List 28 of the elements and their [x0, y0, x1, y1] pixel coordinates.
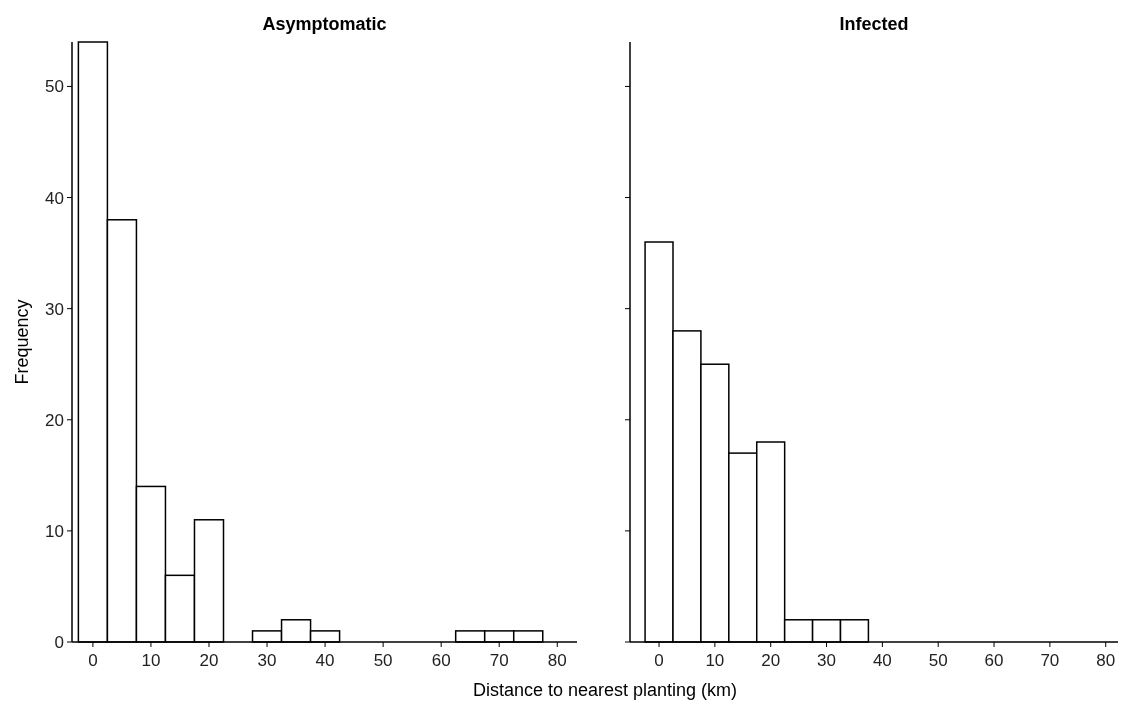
chart-title: Infected: [839, 14, 909, 34]
x-tick-label: 40: [315, 651, 335, 670]
x-tick-label: 70: [489, 651, 509, 670]
x-tick-label: 50: [373, 651, 393, 670]
y-tick-label: 30: [45, 299, 64, 319]
y-tick-label: 20: [45, 410, 64, 430]
chart-title: Asymptomatic: [262, 14, 387, 34]
x-tick-label: 10: [705, 651, 725, 670]
x-tick-label: 0: [654, 651, 664, 670]
y-tick-label: 10: [45, 521, 64, 541]
x-axis-title: Distance to nearest planting (km): [472, 680, 738, 700]
x-tick-label: 50: [928, 651, 948, 670]
y-tick-label: 50: [45, 77, 64, 97]
x-tick-label: 10: [141, 651, 161, 670]
y-tick-label: 40: [45, 188, 64, 208]
x-tick-label: 30: [257, 651, 277, 670]
y-axis-title: Frequency: [12, 299, 32, 385]
x-tick-label: 60: [431, 651, 451, 670]
x-tick-label: 80: [1096, 651, 1116, 670]
x-tick-label: 30: [817, 651, 836, 670]
x-tick-label: 20: [199, 651, 219, 670]
x-tick-label: 40: [872, 651, 892, 670]
x-tick-label: 80: [547, 651, 567, 670]
x-tick-label: 0: [88, 651, 98, 670]
y-tick-label: 0: [54, 632, 64, 652]
x-tick-label: 70: [1040, 651, 1060, 670]
x-tick-label: 60: [984, 651, 1004, 670]
x-tick-label: 20: [761, 651, 781, 670]
